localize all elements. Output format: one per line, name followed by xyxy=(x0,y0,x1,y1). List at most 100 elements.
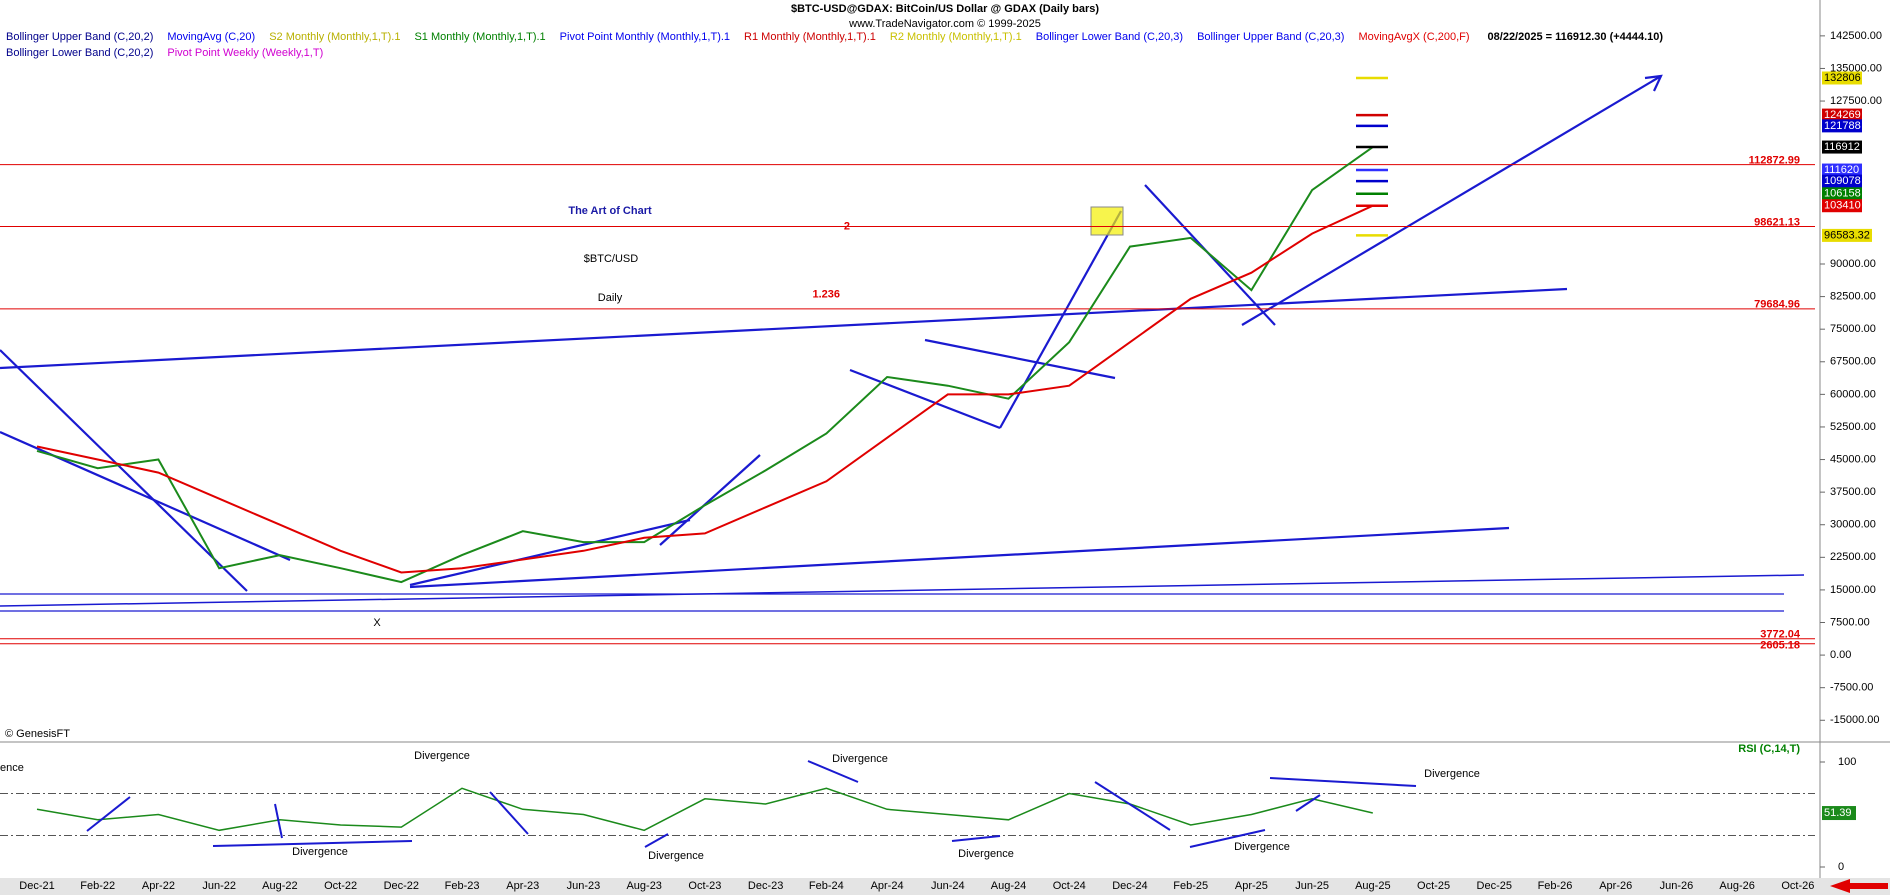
price-tag-label: 109078 xyxy=(1824,175,1861,187)
x-tick-label: Jun-26 xyxy=(1660,880,1694,892)
x-tick-label: Jun-24 xyxy=(931,880,965,892)
rsi-trend-line xyxy=(489,791,529,835)
trend-line xyxy=(1241,75,1662,326)
price-tag xyxy=(1822,163,1862,177)
x-tick-label: Aug-23 xyxy=(626,880,661,892)
trend-line xyxy=(409,526,1510,589)
annotation: Divergence xyxy=(414,750,470,762)
y-tick-label: 0 xyxy=(1838,861,1844,873)
x-tick-label: Apr-22 xyxy=(142,880,175,892)
rsi-tag xyxy=(1822,806,1856,821)
price-tag-label: 124269 xyxy=(1824,109,1861,121)
rsi-trend-lines xyxy=(86,760,1417,848)
trend-line xyxy=(409,518,691,587)
rsi-tag-label: 51.39 xyxy=(1824,807,1852,819)
annotation: Divergence xyxy=(648,850,704,862)
rsi-trend-line xyxy=(86,796,131,832)
legend-entry: 08/22/2025 = 116912.30 (+4444.10) xyxy=(1487,31,1664,43)
annotation: Divergence xyxy=(958,848,1014,860)
rsi-trend-line xyxy=(807,760,859,783)
price-tag-label: 106158 xyxy=(1824,188,1861,200)
x-tick-label: Aug-24 xyxy=(991,880,1026,892)
highlight-box xyxy=(1090,206,1124,236)
legend-entry: S1 Monthly (Monthly,1,T).1 xyxy=(414,31,546,43)
x-tick-label: Aug-26 xyxy=(1719,880,1754,892)
x-tick-label: Dec-23 xyxy=(748,880,783,892)
price-tag-label: 96583.32 xyxy=(1824,229,1870,241)
x-tick-label: Dec-21 xyxy=(19,880,54,892)
legend-entry: Bollinger Lower Band (C,20,2) xyxy=(6,47,154,59)
legend-row: Bollinger Upper Band (C,20,2) MovingAvg (… xyxy=(6,31,1663,43)
y-tick-label: 37500.00 xyxy=(1830,486,1876,498)
annotation: X xyxy=(373,617,381,629)
rsi-trend-line xyxy=(951,835,1001,842)
level-label: 112872.99 xyxy=(1749,155,1800,167)
x-tick-label: Oct-22 xyxy=(324,880,357,892)
legend-entry: MovingAvgX (C,200,F) xyxy=(1358,31,1470,43)
x-tick-label: Dec-22 xyxy=(384,880,419,892)
legend-row: Bollinger Lower Band (C,20,2) Pivot Point… xyxy=(6,47,323,59)
trend-lines xyxy=(0,74,1805,612)
annotation: ence xyxy=(0,762,24,774)
y-tick-label: 135000.00 xyxy=(1830,62,1882,74)
level-label: 98621.13 xyxy=(1754,216,1800,228)
price-tag xyxy=(1822,140,1862,154)
x-tick-label: Apr-25 xyxy=(1235,880,1268,892)
y-tick-label: 0.00 xyxy=(1830,649,1851,661)
x-tick-label: Jun-23 xyxy=(567,880,601,892)
rsi-trend-line xyxy=(1094,781,1171,831)
price-tag xyxy=(1822,199,1862,213)
annotation: Divergence xyxy=(1424,768,1480,780)
x-tick-label: Feb-25 xyxy=(1173,880,1208,892)
y-tick-label: -15000.00 xyxy=(1830,714,1880,726)
trend-line xyxy=(0,287,1568,370)
price-tag xyxy=(1822,71,1862,85)
x-tick-label: Dec-25 xyxy=(1477,880,1512,892)
chart-title: The Art of Chart xyxy=(568,205,652,217)
y-tick-label: 82500.00 xyxy=(1830,290,1876,302)
legend-entry: Bollinger Lower Band (C,20,3) xyxy=(1035,31,1184,43)
rsi-trend-line xyxy=(1295,794,1321,812)
trend-line xyxy=(849,368,1001,430)
price-tag xyxy=(1822,228,1872,242)
x-tick-label: Aug-22 xyxy=(262,880,297,892)
rsi-trend-line xyxy=(1189,829,1266,848)
y-tick-label: 67500.00 xyxy=(1830,356,1876,368)
trend-line xyxy=(0,574,1805,607)
annotation: Daily xyxy=(598,292,623,304)
annotation: Divergence xyxy=(832,753,888,765)
x-tick-label: Oct-24 xyxy=(1053,880,1086,892)
legend-entry: R2 Monthly (Monthly,1,T).1 xyxy=(889,31,1022,43)
rsi-title: RSI (C,14,T) xyxy=(1738,743,1800,755)
x-tick-label: Oct-26 xyxy=(1781,880,1814,892)
y-tick-label: 22500.00 xyxy=(1830,551,1876,563)
arrow-head xyxy=(1644,74,1663,92)
legend-entry: R1 Monthly (Monthly,1,T).1 xyxy=(744,31,876,43)
moving-average xyxy=(36,204,1374,574)
x-tick-label: Jun-25 xyxy=(1295,880,1329,892)
legend-entry: Pivot Point Weekly (Weekly,1,T) xyxy=(167,47,324,59)
y-tick-label: 100 xyxy=(1838,756,1856,768)
legend-entry: S2 Monthly (Monthly,1,T).1 xyxy=(269,31,401,43)
legend-entry: Bollinger Upper Band (C,20,3) xyxy=(1197,31,1345,43)
x-tick-label: Feb-26 xyxy=(1538,880,1573,892)
rsi-trend-line xyxy=(644,833,669,848)
y-tick-label: 90000.00 xyxy=(1830,258,1876,270)
y-tick-label: 127500.00 xyxy=(1830,95,1882,107)
level-label: 79684.96 xyxy=(1754,299,1800,311)
header-copyright: www.TradeNavigator.com © 1999-2025 xyxy=(848,18,1041,30)
x-tick-label: Dec-24 xyxy=(1112,880,1147,892)
price-line xyxy=(36,146,1374,584)
price-tag xyxy=(1822,108,1862,122)
rsi-trend-line xyxy=(212,840,413,847)
y-tick-label: 30000.00 xyxy=(1830,519,1876,531)
y-tick-label: 142500.00 xyxy=(1830,30,1882,42)
scroll-arrow xyxy=(1830,879,1888,893)
price-tag-label: 132806 xyxy=(1824,72,1861,84)
y-tick-label: 52500.00 xyxy=(1830,421,1876,433)
date-axis-band xyxy=(0,878,1890,895)
rsi-line xyxy=(36,787,1373,832)
trend-line xyxy=(924,338,1116,380)
